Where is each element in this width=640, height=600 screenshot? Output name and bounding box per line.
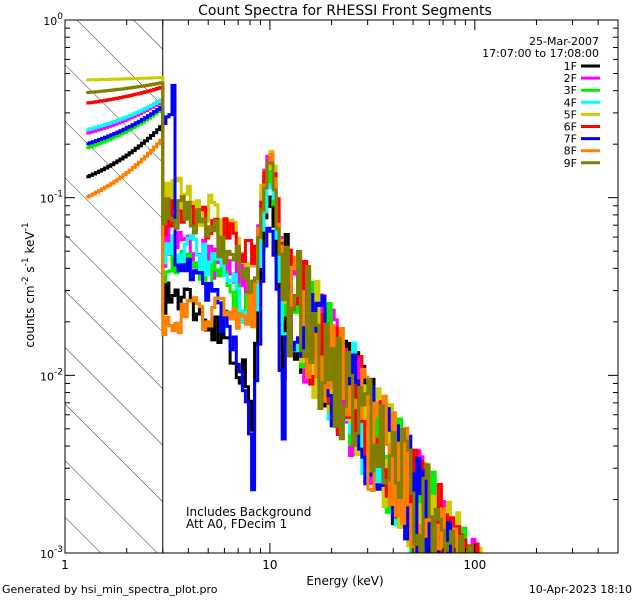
chart-title: Count Spectra for RHESSI Front Segments xyxy=(198,3,492,19)
time-range-label: 17:07:00 to 17:08:00 xyxy=(482,47,599,60)
footer-timestamp: 10-Apr-2023 18:10 xyxy=(528,583,632,596)
date-label: 25-Mar-2007 xyxy=(529,35,599,48)
x-tick-label-1: 1 xyxy=(61,558,69,572)
y-tick-label-1e-3: 10-3 xyxy=(40,545,63,561)
series-lines xyxy=(86,76,483,553)
legend-label-4f: 4F xyxy=(564,96,577,109)
y-tick-label-1e0: 100 xyxy=(43,12,63,28)
annotation-attenuator: Att A0, FDecim 1 xyxy=(186,517,287,531)
footer-generated-by: Generated by hsi_min_spectra_plot.pro xyxy=(2,583,218,596)
series-line-3f xyxy=(86,107,468,553)
legend-label-6f: 6F xyxy=(564,121,577,134)
x-axis-label: Energy (keV) xyxy=(306,574,383,588)
y-axis-label: counts cm-2 s-1 keV-1 xyxy=(21,222,37,347)
x-tick-label-100: 100 xyxy=(463,558,486,572)
legend-label-2f: 2F xyxy=(564,72,577,85)
legend-label-3f: 3F xyxy=(564,84,577,97)
legend-label-7f: 7F xyxy=(564,133,577,146)
legend-label-9f: 9F xyxy=(564,157,577,170)
y-tick-label-1e-2: 10-2 xyxy=(40,367,63,383)
legend-label-8f: 8F xyxy=(564,145,577,158)
x-tick-label-10: 10 xyxy=(262,558,277,572)
series-line-9f xyxy=(86,81,474,553)
annotation-background: Includes Background xyxy=(186,505,311,519)
y-tick-label-1e-1: 10-1 xyxy=(40,190,63,206)
plot-frame xyxy=(64,19,619,554)
legend-label-5f: 5F xyxy=(564,108,577,121)
axis-ticks xyxy=(64,19,619,554)
legend-label-1f: 1F xyxy=(564,60,577,73)
